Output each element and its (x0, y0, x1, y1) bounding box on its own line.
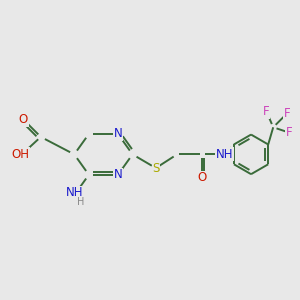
Text: S: S (152, 162, 160, 175)
Text: F: F (286, 126, 292, 139)
Text: OH: OH (11, 148, 29, 161)
Text: F: F (263, 105, 270, 118)
Text: F: F (284, 107, 290, 120)
Text: NH: NH (215, 148, 233, 161)
Text: O: O (197, 171, 206, 184)
Text: NH: NH (65, 186, 83, 199)
Text: O: O (19, 113, 28, 126)
Text: N: N (114, 128, 122, 140)
Text: H: H (77, 197, 84, 207)
Text: N: N (114, 168, 122, 181)
